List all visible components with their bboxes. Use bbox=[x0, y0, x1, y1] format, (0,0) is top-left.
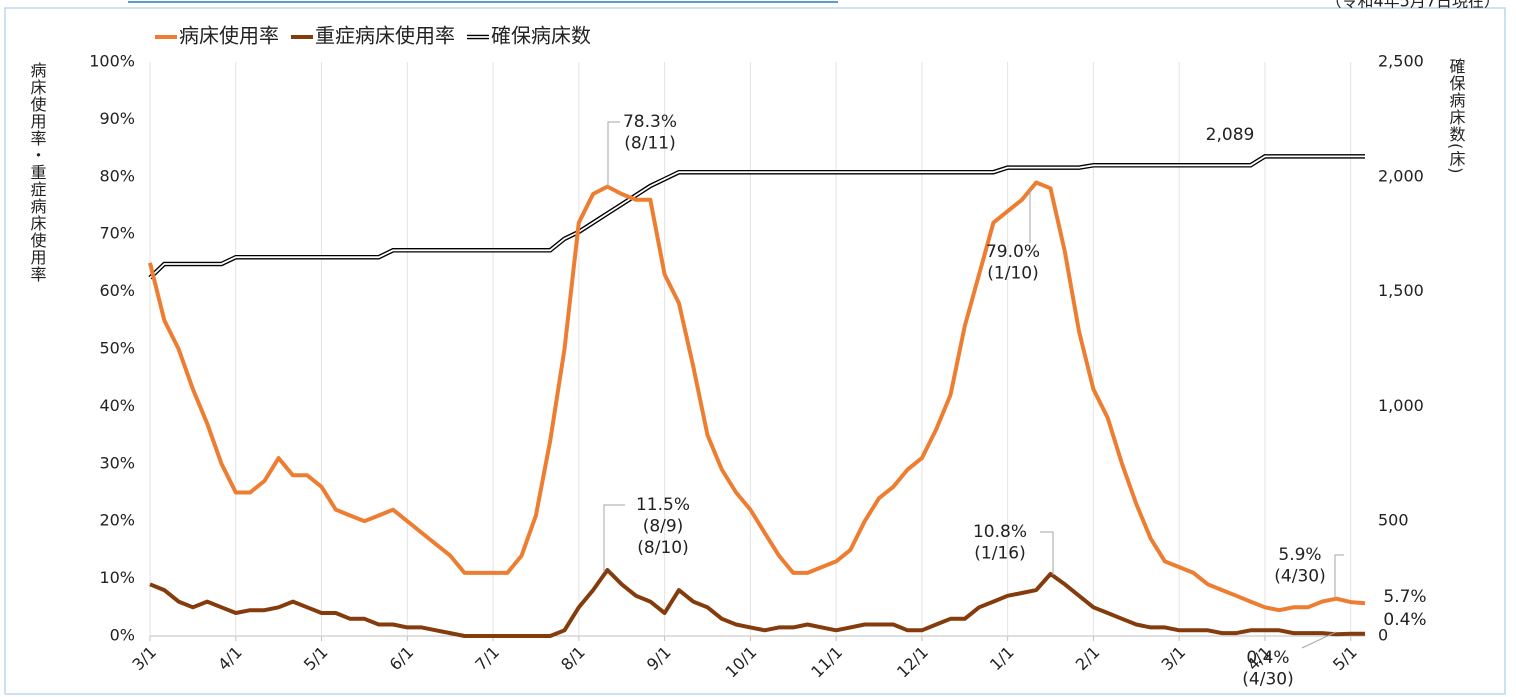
y2-tick-label: 0 bbox=[1378, 626, 1388, 645]
annotation-leader bbox=[1301, 631, 1337, 649]
x-tick-label: 5/1 bbox=[300, 643, 332, 675]
y-tick-label: 80% bbox=[99, 166, 135, 185]
annotation: 0.4% bbox=[1383, 610, 1426, 630]
x-tick-label: 8/1 bbox=[557, 643, 589, 675]
annotation-leader bbox=[607, 121, 620, 188]
annotation: 2,089 bbox=[1206, 125, 1255, 145]
annotation: 79.0% bbox=[986, 242, 1040, 262]
frame bbox=[4, 7, 1506, 695]
annotation: (8/9) bbox=[643, 517, 684, 537]
annotation: (8/10) bbox=[637, 538, 688, 558]
x-tick-label: 1/1 bbox=[986, 643, 1018, 675]
y-tick-label: 90% bbox=[99, 109, 135, 128]
x-tick-label: 12/1 bbox=[893, 643, 932, 682]
legend-label: 確保病床数 bbox=[491, 24, 591, 48]
y2-tick-label: 1,500 bbox=[1378, 281, 1424, 300]
x-tick-label: 3/1 bbox=[1158, 643, 1190, 675]
y-tick-label: 70% bbox=[99, 224, 135, 243]
annotation: (1/16) bbox=[974, 544, 1025, 564]
y2-tick-label: 2,500 bbox=[1378, 52, 1424, 71]
x-tick-label: 4/1 bbox=[214, 643, 246, 675]
y-tick-label: 50% bbox=[99, 339, 135, 358]
series-line bbox=[149, 568, 1365, 638]
y2-tick-label: 500 bbox=[1378, 511, 1409, 530]
y-tick-label: 40% bbox=[99, 396, 135, 415]
y-tick-label: 60% bbox=[99, 281, 135, 300]
y2-axis-title: 確保病床数(床) bbox=[1447, 58, 1466, 174]
x-tick-label: 5/1 bbox=[1329, 643, 1361, 675]
annotation: 5.7% bbox=[1383, 587, 1426, 607]
annotation: 78.3% bbox=[623, 112, 677, 132]
annotation: 5.9% bbox=[1278, 545, 1321, 565]
series-line-inner bbox=[149, 155, 1365, 279]
series-line bbox=[148, 180, 1366, 613]
y-tick-label: 0% bbox=[110, 626, 135, 645]
x-tick-label: 2/1 bbox=[1072, 643, 1104, 675]
x-tick-label: 6/1 bbox=[386, 643, 418, 675]
date-note: （令和4年5月7日現在） bbox=[1325, 0, 1500, 11]
y2-tick-label: 1,000 bbox=[1378, 396, 1424, 415]
y-tick-label: 20% bbox=[99, 511, 135, 530]
legend-label: 病床使用率 bbox=[179, 24, 279, 48]
y2-tick-label: 2,000 bbox=[1378, 166, 1424, 185]
y-tick-label: 30% bbox=[99, 453, 135, 472]
x-tick-label: 7/1 bbox=[471, 643, 503, 675]
annotation: 11.5% bbox=[636, 495, 690, 515]
annotation: (1/10) bbox=[987, 264, 1038, 284]
annotation-leader bbox=[1040, 531, 1054, 575]
x-tick-label: 10/1 bbox=[722, 643, 761, 682]
annotation: 0.4% bbox=[1246, 648, 1289, 668]
legend-label: 重症病床使用率 bbox=[315, 24, 455, 48]
y-axis-title: 病床使用率・重症病床使用率 bbox=[28, 62, 47, 283]
x-tick-label: 3/1 bbox=[128, 643, 160, 675]
annotation: (8/11) bbox=[624, 134, 675, 154]
y-tick-label: 10% bbox=[99, 568, 135, 587]
annotation-leader bbox=[1334, 554, 1344, 598]
annotation: 10.8% bbox=[973, 522, 1027, 542]
annotation: (4/30) bbox=[1242, 670, 1293, 690]
annotation-leader bbox=[603, 504, 625, 572]
x-tick-label: 11/1 bbox=[807, 643, 846, 682]
series-line bbox=[148, 154, 1365, 280]
y-tick-label: 100% bbox=[89, 52, 135, 71]
x-tick-label: 9/1 bbox=[643, 643, 675, 675]
annotation: (4/30) bbox=[1274, 567, 1325, 587]
